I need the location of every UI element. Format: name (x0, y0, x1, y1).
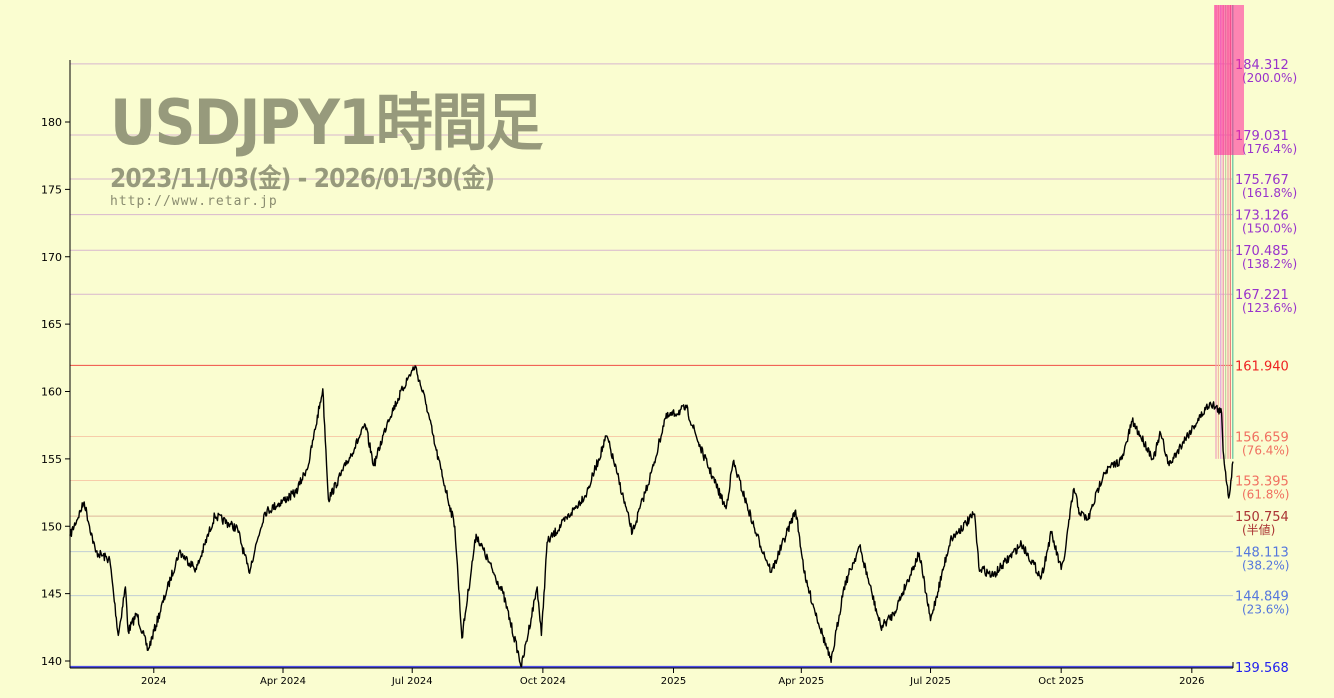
level-percent: (176.4%) (1242, 142, 1297, 156)
level-value: 139.568 (1235, 661, 1289, 676)
level-value: 153.395 (1235, 475, 1289, 490)
level-percent: (23.6%) (1242, 603, 1289, 617)
price-series-line (69, 365, 1234, 668)
x-tick-label: Jul 2024 (391, 676, 433, 687)
x-tick-label: Jul 2025 (909, 676, 951, 687)
y-tick-label: 140 (41, 655, 62, 668)
level-percent: (123.6%) (1242, 301, 1297, 315)
date-range: 2023/11/03(金) - 2026/01/30(金) (110, 164, 495, 194)
level-value: 173.126 (1235, 209, 1289, 224)
x-tick-label: Apr 2024 (260, 676, 306, 687)
level-percent: (76.4%) (1242, 444, 1289, 458)
level-value: 161.940 (1235, 359, 1289, 374)
y-tick-label: 160 (41, 386, 62, 399)
level-percent: (半値) (1242, 522, 1275, 537)
y-tick-label: 165 (41, 318, 62, 331)
x-tick-label: 2024 (141, 676, 166, 687)
level-percent: (150.0%) (1242, 222, 1297, 236)
level-value: 167.221 (1235, 288, 1289, 303)
level-value: 156.659 (1235, 431, 1289, 446)
level-value: 148.113 (1235, 546, 1289, 561)
level-percent: (161.8%) (1242, 186, 1297, 200)
level-value: 144.849 (1235, 590, 1289, 605)
x-tick-label: 2026 (1179, 676, 1204, 687)
y-tick-label: 145 (41, 588, 62, 601)
level-percent: (200.0%) (1242, 71, 1297, 85)
chart-title: USDJPY1時間足 (110, 86, 543, 159)
y-tick-label: 170 (41, 251, 62, 264)
level-value: 175.767 (1235, 173, 1289, 188)
site-url: http://www.retar.jp (110, 194, 278, 209)
level-value: 170.485 (1235, 244, 1289, 259)
level-value: 184.312 (1235, 58, 1289, 73)
x-tick-label: 2025 (661, 676, 686, 687)
y-tick-label: 155 (41, 453, 62, 466)
level-percent: (61.8%) (1242, 488, 1289, 502)
x-tick-label: Apr 2025 (778, 676, 824, 687)
level-value: 150.754 (1235, 510, 1289, 525)
level-percent: (38.2%) (1242, 559, 1289, 573)
marker-label-block (1214, 5, 1244, 155)
level-percent: (138.2%) (1242, 257, 1297, 271)
y-tick-label: 150 (41, 520, 62, 533)
y-tick-label: 175 (41, 183, 62, 196)
level-value: 179.031 (1235, 129, 1289, 144)
x-tick-label: Oct 2024 (520, 676, 566, 687)
x-tick-label: Oct 2025 (1038, 676, 1084, 687)
y-tick-label: 180 (41, 116, 62, 129)
